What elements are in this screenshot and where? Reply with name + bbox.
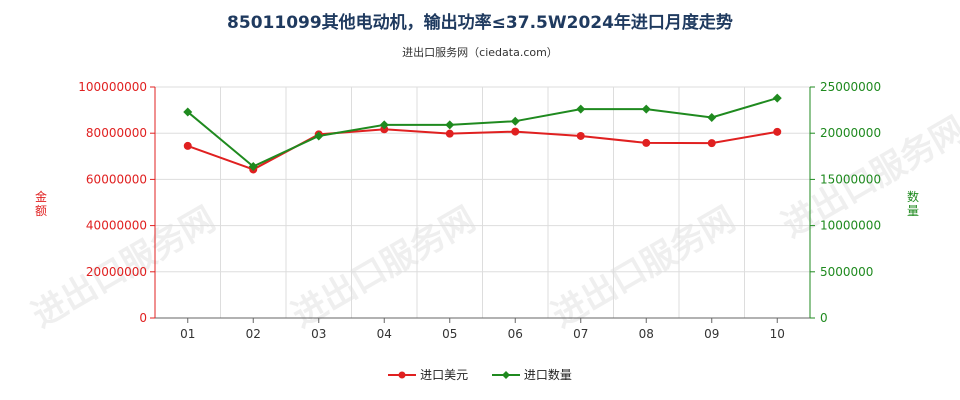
x-tick-label: 06 [508,327,523,341]
legend-line-quantity-icon [491,370,520,379]
x-tick-label: 05 [442,327,457,341]
data-point-quantity [379,120,389,130]
data-point-amount [642,138,651,147]
y-tick-label-left: 100000000 [78,80,147,94]
chart-subtitle: 进出口服务网（ciedata.com） [402,46,558,59]
legend-item-quantity[interactable]: 进口数量 [491,366,572,383]
y-tick-label-left: 20000000 [86,265,147,279]
data-point-amount [576,131,585,140]
data-point-quantity [314,131,324,141]
y-tick-label-right: 15000000 [820,172,881,186]
y-tick-label-right: 20000000 [820,126,881,140]
chart-title: 85011099其他电动机，输出功率≤37.5W2024年进口月度走势 [227,13,733,33]
legend-label-amount: 进口美元 [420,368,469,382]
y-tick-label-left: 60000000 [86,172,147,186]
x-tick-label: 04 [377,327,392,341]
x-tick-label: 02 [246,327,261,341]
y-tick-label-left: 40000000 [86,219,147,233]
legend-line-amount-icon [388,371,417,378]
data-point-quantity [510,116,520,126]
legend: 进口美元 进口数量 [0,366,960,385]
data-point-quantity [183,107,193,117]
y-tick-label-right: 10000000 [820,219,881,233]
x-tick-label: 01 [180,327,195,341]
data-point-amount [707,139,716,148]
y-tick-label-left: 80000000 [86,126,147,140]
y-tick-label-right: 5000000 [820,265,873,279]
y-tick-label-left: 0 [139,311,147,325]
data-point-quantity [707,112,717,122]
data-point-quantity [641,104,651,114]
data-point-amount [445,129,454,138]
data-point-amount [183,141,192,150]
data-point-amount [511,127,520,136]
series-line-quantity [187,97,778,168]
y-tick-label-right: 25000000 [820,80,881,94]
y-axis-right-label: 数量 [906,190,919,218]
data-point-quantity [248,161,258,171]
data-point-quantity [576,104,586,114]
legend-item-amount[interactable]: 进口美元 [388,366,468,383]
legend-label-quantity: 进口数量 [523,368,572,382]
x-tick-label: 10 [770,327,785,341]
data-point-quantity [772,93,782,103]
x-tick-label: 08 [639,327,654,341]
data-point-amount [773,127,782,136]
y-axis-left-label: 金额 [34,190,47,218]
data-point-quantity [445,120,455,130]
x-tick-label: 07 [573,327,588,341]
x-tick-label: 09 [704,327,719,341]
y-tick-label-right: 0 [820,311,828,325]
x-tick-label: 03 [311,327,326,341]
